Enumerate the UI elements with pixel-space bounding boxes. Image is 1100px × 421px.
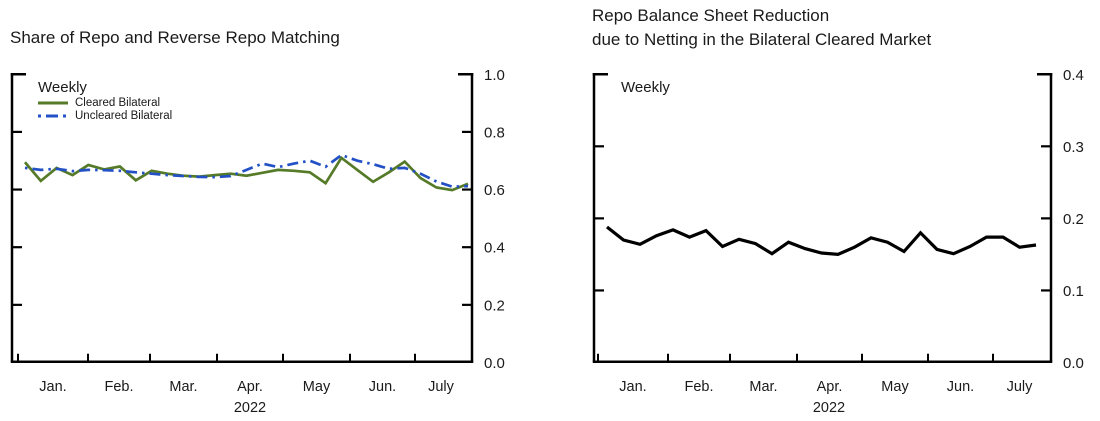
right-y-tick-label: 0.3	[1063, 139, 1084, 156]
left-y-tick-label: 0.2	[484, 297, 505, 314]
right-x-tick-label: Feb.	[684, 379, 713, 395]
right-x-tick-label: Jun.	[947, 379, 974, 395]
right-y-tick-label: 0.4	[1063, 67, 1084, 84]
left-y-tick-label: 0.4	[484, 240, 505, 257]
left-year-label: 2022	[234, 400, 266, 416]
left-x-tick-label: July	[428, 379, 455, 395]
left-x-tick-label: Jan.	[39, 379, 66, 395]
right-x-tick-label: Jan.	[619, 379, 646, 395]
left-x-tick-label: May	[303, 379, 331, 395]
right-y-tick-label: 0.2	[1063, 211, 1084, 228]
left-x-tick-label: Jun.	[369, 379, 396, 395]
left-x-tick-label: Apr.	[237, 379, 263, 395]
right-chart-title-line1: Repo Balance Sheet Reduction	[592, 6, 830, 25]
left-y-tick-label: 0.8	[484, 124, 505, 141]
right-x-tick-label: Apr.	[817, 379, 843, 395]
right-year-label: 2022	[813, 400, 845, 416]
legend-item-cleared-bilateral: Cleared Bilateral	[38, 97, 172, 109]
left-y-tick-label: 0.6	[484, 182, 505, 199]
dash-dot-line-icon	[38, 114, 68, 118]
right-x-tick-label: Mar.	[749, 379, 777, 395]
right-y-tick-label: 0.0	[1063, 355, 1084, 372]
left-y-tick-label: 1.0	[484, 67, 505, 84]
right-chart-title-line2: due to Netting in the Bilateral Cleared …	[592, 30, 932, 49]
right-series-line	[606, 225, 1037, 257]
legend-item-uncleared-bilateral: Uncleared Bilateral	[38, 110, 172, 122]
solid-line-icon	[38, 101, 68, 105]
left-y-tick-label: 0.0	[484, 355, 505, 372]
left-chart-legend: Cleared Bilateral Uncleared Bilateral	[38, 97, 172, 122]
series-line-uncleared-bilateral	[24, 153, 469, 189]
legend-label: Uncleared Bilateral	[75, 110, 173, 122]
left-frequency-label: Weekly	[38, 79, 87, 96]
right-chart-title: Repo Balance Sheet Reduction due to Nett…	[592, 4, 931, 52]
legend-label: Cleared Bilateral	[75, 97, 161, 109]
series-line-cleared-bilateral	[23, 155, 469, 192]
left-x-tick-label: Feb.	[104, 379, 133, 395]
right-x-tick-label: July	[1007, 379, 1034, 395]
left-chart-title: Share of Repo and Reverse Repo Matching	[10, 28, 340, 47]
left-x-tick-label: Mar.	[169, 379, 197, 395]
right-frequency-label: Weekly	[621, 79, 670, 96]
right-y-tick-label: 0.1	[1063, 283, 1084, 300]
right-x-tick-label: May	[881, 379, 909, 395]
